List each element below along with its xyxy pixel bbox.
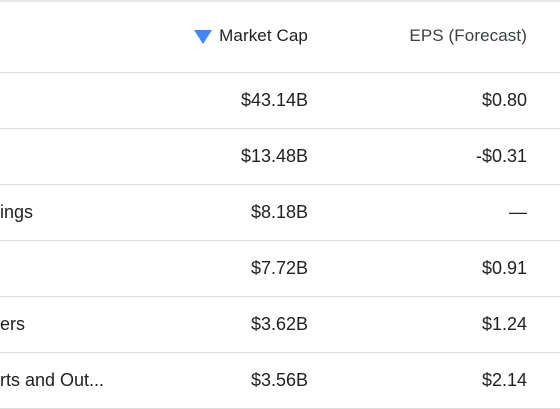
company-name[interactable]: rts and Out... (0, 370, 105, 390)
market-cap-value: $43.14B (240, 90, 308, 110)
column-header-market-cap-label: Market Cap (219, 26, 308, 45)
table-row[interactable]: $13.48B -$0.31 (0, 129, 560, 185)
column-header-eps-label: EPS (Forecast) (409, 26, 527, 45)
company-name[interactable]: ers (0, 314, 26, 334)
table-row[interactable]: rts and Out... $3.56B $2.14 (0, 353, 560, 409)
company-name[interactable]: ings (0, 202, 34, 222)
eps-value: — (509, 202, 527, 222)
table-row[interactable]: $7.72B $0.91 (0, 241, 560, 297)
market-cap-value: $8.18B (250, 202, 308, 222)
eps-value: $0.80 (481, 90, 527, 110)
table-top-border (0, 0, 560, 2)
market-cap-value: $3.62B (250, 314, 308, 334)
table-header-row: Market Cap EPS (Forecast) (0, 0, 560, 73)
eps-value: $1.24 (481, 314, 527, 334)
sort-descending-icon[interactable] (194, 29, 213, 44)
table-row[interactable]: ings $8.18B — (0, 185, 560, 241)
eps-value: $0.91 (481, 258, 527, 278)
table-row[interactable]: $43.14B $0.80 (0, 73, 560, 129)
column-header-market-cap[interactable]: Market Cap (148, 0, 308, 72)
market-cap-value: $13.48B (240, 146, 308, 166)
market-cap-value: $7.72B (250, 258, 308, 278)
column-header-eps[interactable]: EPS (Forecast) (367, 0, 527, 72)
eps-value: $2.14 (481, 370, 527, 390)
table-row[interactable]: ers $3.62B $1.24 (0, 297, 560, 353)
eps-value: -$0.31 (475, 146, 527, 166)
market-cap-value: $3.56B (250, 370, 308, 390)
